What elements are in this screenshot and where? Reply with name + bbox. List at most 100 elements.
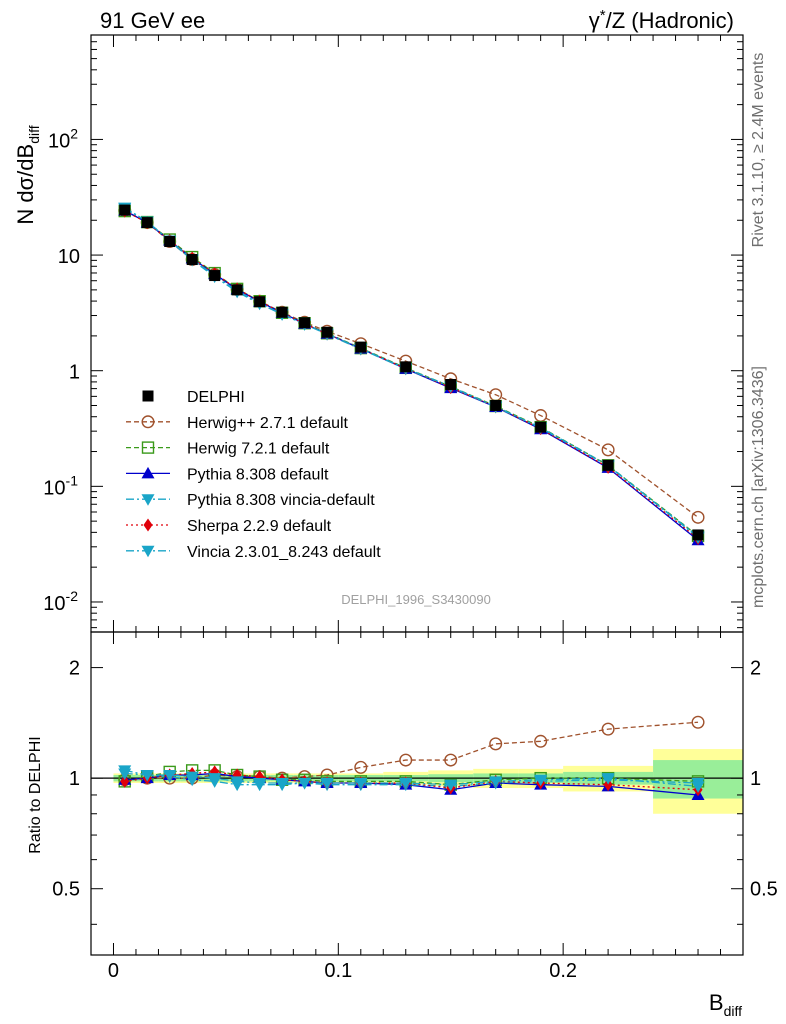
- data-point: [490, 400, 502, 412]
- legend-marker: [141, 415, 155, 429]
- series-line-upper: [124, 209, 699, 541]
- ratio-point: [230, 776, 244, 788]
- legend-marker: [141, 494, 155, 506]
- legend-entry: Herwig 7.2.1 default: [126, 441, 330, 458]
- ratio-point: [534, 734, 548, 748]
- header-right-title: γ*/Z (Hadronic): [589, 7, 734, 33]
- legend-label: Pythia 8.308 vincia-default: [187, 492, 375, 509]
- y-tick-label: 102: [48, 125, 78, 152]
- series-line-upper: [124, 210, 699, 540]
- x-tick-label: 0.2: [549, 960, 577, 982]
- data-point: [141, 217, 153, 229]
- legend-marker: [141, 545, 155, 558]
- data-point: [400, 361, 412, 373]
- mcplots-reference-text: mcplots.cern.ch [arXiv:1306.3436]: [750, 366, 767, 608]
- data-point: [355, 341, 367, 353]
- analysis-watermark: DELPHI_1996_S3430090: [341, 592, 491, 607]
- data-point: [691, 510, 705, 524]
- ratio-point: [185, 771, 199, 784]
- legend-entry: DELPHI: [142, 389, 245, 406]
- legend-marker: [141, 441, 155, 454]
- legend-marker: [143, 518, 153, 532]
- ratio-point: [163, 769, 177, 782]
- ratio-point: [444, 779, 458, 792]
- data-point: [321, 326, 333, 338]
- data-point: [299, 317, 311, 329]
- x-tick-label: 0.1: [324, 960, 352, 982]
- data-point: [535, 421, 547, 433]
- ratio-point: [298, 778, 312, 790]
- ratio-point: [354, 760, 368, 774]
- y-axis-label-upper: N dσ/dBdiff: [13, 125, 42, 224]
- axes-ticks: [91, 34, 743, 955]
- legend-marker: [142, 390, 154, 402]
- legend: DELPHI Herwig++ 2.7.1 default Herwig 7.2.1…: [126, 389, 381, 561]
- ratio-tick-label-left: 0.5: [52, 879, 80, 901]
- lower-panel-frame: [90, 631, 744, 956]
- ratio-tick-label-right: 2: [750, 658, 761, 680]
- ratio-point: [489, 776, 503, 788]
- ratio-point: [489, 737, 503, 751]
- data-point: [692, 529, 704, 541]
- legend-label: Vincia 2.3.01_8.243 default: [187, 544, 381, 561]
- data-point: [602, 459, 614, 471]
- series-delphi: [119, 204, 704, 541]
- ratio-point: [691, 781, 705, 793]
- legend-label: Herwig 7.2.1 default: [187, 441, 330, 458]
- y-tick-label: 10: [58, 246, 80, 268]
- legend-entry: Sherpa 2.2.9 default: [126, 518, 332, 535]
- ratio-point: [603, 778, 613, 792]
- ratio-point: [399, 778, 413, 790]
- y-tick-label: 10-2: [43, 588, 78, 615]
- x-tick-label: 0: [108, 960, 119, 982]
- ratio-point: [253, 778, 267, 790]
- ratio-point: [399, 753, 413, 767]
- legend-label: Sherpa 2.2.9 default: [187, 518, 332, 535]
- ratio-tick-label-left: 2: [69, 658, 80, 680]
- x-axis-label: Bdiff: [709, 990, 742, 1019]
- ratio-point: [444, 753, 458, 767]
- data-point: [186, 254, 198, 266]
- legend-label: Herwig++ 2.7.1 default: [187, 415, 349, 432]
- series-group: [118, 202, 705, 800]
- ratio-tick-label-right: 1: [750, 768, 761, 790]
- uncertainty-bands: [91, 749, 743, 814]
- ratio-point: [691, 715, 705, 729]
- y-axis-label-lower: Ratio to DELPHI: [27, 736, 44, 853]
- ratio-point: [208, 773, 222, 785]
- legend-marker: [141, 466, 155, 479]
- legend-label: Pythia 8.308 default: [187, 466, 329, 483]
- ratio-point: [601, 722, 615, 736]
- data-point: [209, 270, 221, 282]
- data-point: [601, 443, 615, 457]
- ratio-point: [601, 773, 615, 785]
- ratio-tick-label-left: 1: [69, 768, 80, 790]
- y-tick-label: 1: [69, 362, 80, 384]
- legend-entry: Pythia 8.308 vincia-default: [126, 492, 375, 509]
- ratio-point: [534, 774, 548, 787]
- data-point: [276, 306, 288, 318]
- ratio-point: [320, 778, 334, 790]
- ratio-point: [120, 774, 130, 788]
- data-point: [164, 236, 176, 248]
- data-point: [445, 378, 457, 390]
- legend-label: DELPHI: [187, 389, 245, 406]
- ratio-point: [118, 768, 132, 780]
- legend-entry: Pythia 8.308 default: [126, 466, 329, 483]
- upper-panel-frame: [90, 34, 744, 633]
- y-tick-label: 10-1: [43, 472, 78, 499]
- series-line-ratio: [124, 769, 699, 786]
- ratio-point: [354, 778, 368, 790]
- tick-labels: 10-2 10-1 1 10 102 0.5 0.5 1 1 2 2 0 0.1 0.2: [43, 125, 778, 982]
- legend-entry: Vincia 2.3.01_8.243 default: [126, 544, 381, 561]
- data-point: [231, 284, 243, 296]
- rivet-version-text: Rivet 3.1.10, ≥ 2.4M events: [750, 53, 767, 248]
- ratio-point: [275, 778, 289, 790]
- data-point: [119, 204, 131, 216]
- data-point: [254, 296, 266, 308]
- header-left-title: 91 GeV ee: [100, 8, 205, 33]
- legend-entry: Herwig++ 2.7.1 default: [126, 415, 349, 432]
- ratio-tick-label-right: 0.5: [750, 879, 778, 901]
- ratio-point: [140, 769, 154, 782]
